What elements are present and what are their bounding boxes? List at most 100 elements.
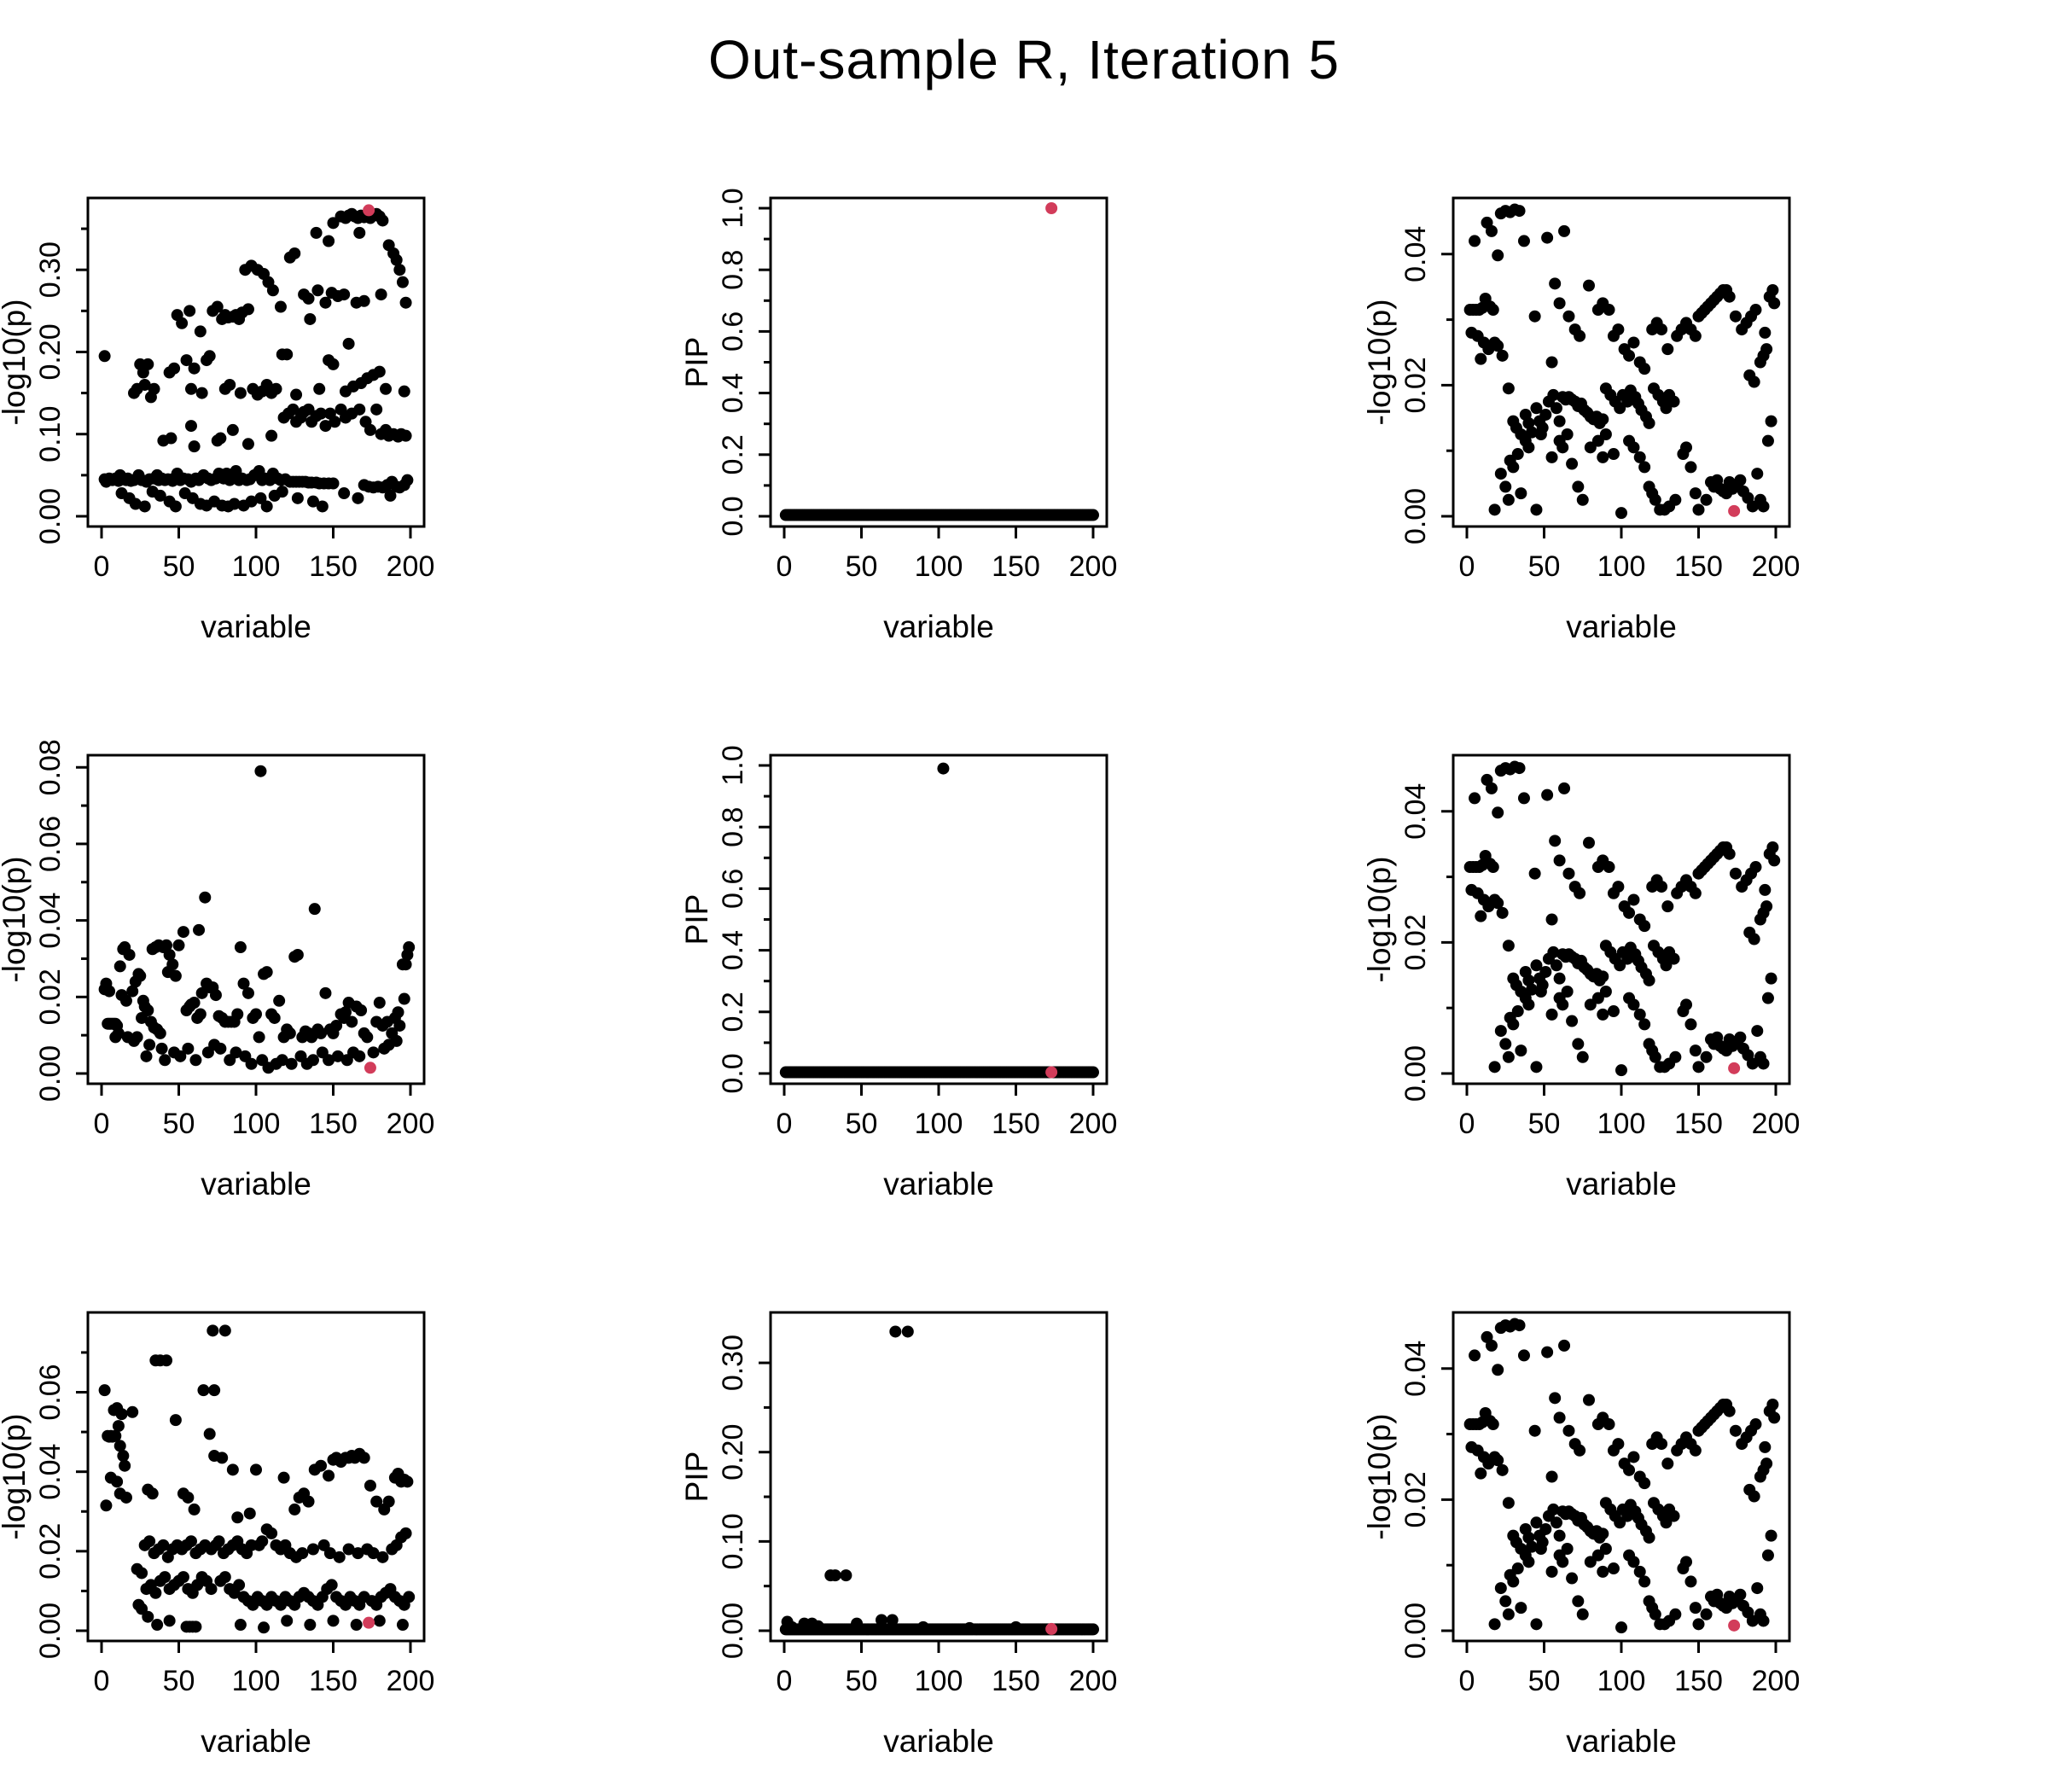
panel-r3c1-neglog10p-scatter: 0 50 100 150 200 variable 0.00 0.02 0.04 0.06 -log… bbox=[0, 1234, 683, 1792]
svg-text:0.06: 0.06 bbox=[34, 1364, 67, 1420]
title-bar: Out-sample R, Iteration 5 bbox=[0, 0, 2048, 119]
svg-text:150: 150 bbox=[992, 1108, 1040, 1140]
panel-grid: 0 50 100 150 200 variable 0.00 0.10 0.20 0.30 -log… bbox=[0, 119, 2048, 1792]
svg-text:0.10: 0.10 bbox=[34, 406, 67, 463]
scatter-svg: 0 50 100 150 200 variable 0.0 0.2 0.4 0.6 0.8 1.0 PI… bbox=[683, 745, 1118, 1201]
svg-text:150: 150 bbox=[1674, 1108, 1723, 1140]
svg-text:200: 200 bbox=[387, 1108, 435, 1140]
svg-text:0.20: 0.20 bbox=[717, 1424, 749, 1481]
svg-text:0.00: 0.00 bbox=[1399, 1603, 1432, 1659]
svg-text:0.4: 0.4 bbox=[717, 930, 749, 970]
scatter-svg: 0 50 100 150 200 variable 0.00 0.02 0.04-log10(p… bbox=[1365, 196, 1801, 644]
svg-text:0: 0 bbox=[94, 1108, 110, 1140]
svg-text:0.00: 0.00 bbox=[1399, 1045, 1432, 1102]
svg-text:variable: variable bbox=[201, 1724, 311, 1759]
scatter-svg: 0 50 100 150 200 variable 0.00 0.02 0.04-log10(p… bbox=[1365, 753, 1801, 1201]
svg-text:100: 100 bbox=[915, 1665, 963, 1697]
svg-text:0.30: 0.30 bbox=[34, 241, 67, 298]
svg-text:0.6: 0.6 bbox=[717, 311, 749, 352]
svg-text:150: 150 bbox=[1674, 550, 1723, 583]
svg-text:variable: variable bbox=[1566, 609, 1677, 644]
svg-text:50: 50 bbox=[1528, 1108, 1561, 1140]
svg-text:100: 100 bbox=[1597, 1665, 1646, 1697]
scatter-svg: 0 50 100 150 200 variable 0.00 0.02 0.04 0.06-log… bbox=[0, 1311, 435, 1759]
svg-text:100: 100 bbox=[232, 550, 281, 583]
svg-text:50: 50 bbox=[846, 550, 878, 583]
svg-text:0.04: 0.04 bbox=[1399, 783, 1432, 840]
svg-text:50: 50 bbox=[1528, 550, 1561, 583]
svg-text:-log10(p): -log10(p) bbox=[0, 299, 32, 425]
svg-text:0.0: 0.0 bbox=[717, 496, 749, 536]
svg-text:0.04: 0.04 bbox=[34, 1444, 67, 1500]
scatter-svg: 0 50 100 150 200 variable 0.00 0.10 0.20 0.30 PIP bbox=[683, 1311, 1118, 1759]
svg-text:0.0: 0.0 bbox=[717, 1053, 749, 1093]
svg-text:1.0: 1.0 bbox=[717, 188, 749, 228]
svg-text:0.00: 0.00 bbox=[34, 488, 67, 544]
svg-text:0.20: 0.20 bbox=[34, 323, 67, 380]
svg-text:0.10: 0.10 bbox=[717, 1513, 749, 1569]
svg-text:0: 0 bbox=[1459, 1665, 1475, 1697]
svg-text:0.2: 0.2 bbox=[717, 992, 749, 1032]
svg-text:200: 200 bbox=[387, 1665, 435, 1697]
svg-text:0.6: 0.6 bbox=[717, 869, 749, 909]
svg-text:0.06: 0.06 bbox=[34, 816, 67, 872]
svg-text:100: 100 bbox=[232, 1665, 281, 1697]
svg-text:200: 200 bbox=[1069, 1665, 1118, 1697]
svg-text:variable: variable bbox=[883, 1167, 994, 1201]
svg-text:150: 150 bbox=[309, 1108, 358, 1140]
svg-text:0.02: 0.02 bbox=[1399, 1471, 1432, 1527]
svg-text:100: 100 bbox=[1597, 550, 1646, 583]
svg-text:variable: variable bbox=[201, 1167, 311, 1201]
svg-text:0: 0 bbox=[777, 1665, 793, 1697]
svg-text:0.04: 0.04 bbox=[34, 893, 67, 949]
svg-text:50: 50 bbox=[163, 1108, 195, 1140]
panel-r1c1-neglog10p-scatter: 0 50 100 150 200 variable 0.00 0.10 0.20 0.30 -log… bbox=[0, 119, 683, 677]
svg-text:150: 150 bbox=[309, 550, 358, 583]
svg-text:200: 200 bbox=[1752, 1665, 1801, 1697]
svg-text:0.8: 0.8 bbox=[717, 250, 749, 290]
svg-text:0: 0 bbox=[1459, 550, 1475, 583]
svg-text:0.00: 0.00 bbox=[34, 1045, 67, 1102]
svg-text:0: 0 bbox=[94, 550, 110, 583]
svg-text:variable: variable bbox=[1566, 1167, 1677, 1201]
svg-text:0.00: 0.00 bbox=[34, 1603, 67, 1659]
svg-text:-log10(p): -log10(p) bbox=[1365, 856, 1397, 982]
svg-text:0: 0 bbox=[777, 550, 793, 583]
svg-text:PIP: PIP bbox=[683, 894, 714, 945]
svg-text:100: 100 bbox=[915, 1108, 963, 1140]
svg-text:150: 150 bbox=[1674, 1665, 1723, 1697]
svg-text:50: 50 bbox=[846, 1665, 878, 1697]
svg-text:0: 0 bbox=[94, 1665, 110, 1697]
svg-text:0.30: 0.30 bbox=[717, 1335, 749, 1391]
svg-text:50: 50 bbox=[163, 550, 195, 583]
svg-text:150: 150 bbox=[992, 1665, 1040, 1697]
svg-text:0.04: 0.04 bbox=[1399, 226, 1432, 282]
panel-r2c2-pip-scatter: 0 50 100 150 200 variable 0.0 0.2 0.4 0.6 0.8 1.0 PI… bbox=[683, 677, 1365, 1234]
svg-text:0.08: 0.08 bbox=[34, 739, 67, 795]
svg-text:-log10(p): -log10(p) bbox=[1365, 1413, 1397, 1539]
svg-text:50: 50 bbox=[1528, 1665, 1561, 1697]
svg-text:PIP: PIP bbox=[683, 1452, 714, 1503]
scatter-svg: 0 50 100 150 200 variable 0.0 0.2 0.4 0.6 0.8 1.0 PI… bbox=[683, 188, 1117, 644]
svg-text:0.04: 0.04 bbox=[1399, 1341, 1432, 1397]
svg-text:0: 0 bbox=[777, 1108, 793, 1140]
svg-text:100: 100 bbox=[915, 550, 963, 583]
svg-text:50: 50 bbox=[163, 1665, 195, 1697]
svg-text:200: 200 bbox=[1752, 1108, 1801, 1140]
svg-text:variable: variable bbox=[883, 1724, 994, 1759]
svg-text:0.8: 0.8 bbox=[717, 807, 749, 847]
svg-text:0.4: 0.4 bbox=[717, 373, 749, 413]
svg-text:1.0: 1.0 bbox=[717, 745, 749, 785]
svg-text:200: 200 bbox=[1752, 550, 1801, 583]
svg-text:0.00: 0.00 bbox=[717, 1603, 749, 1659]
svg-text:0.00: 0.00 bbox=[1399, 488, 1432, 544]
panel-r3c3-neglog10p-scatter: 0 50 100 150 200 variable 0.00 0.02 0.04 -log10(p… bbox=[1365, 1234, 2048, 1792]
svg-text:0.02: 0.02 bbox=[1399, 914, 1432, 970]
scatter-svg: 0 50 100 150 200 variable 0.00 0.02 0.04 0.06 0.08… bbox=[0, 739, 435, 1201]
scatter-svg: 0 50 100 150 200 variable 0.00 0.10 0.20 0.30-log… bbox=[0, 196, 434, 644]
svg-text:0: 0 bbox=[1459, 1108, 1475, 1140]
svg-text:variable: variable bbox=[1566, 1724, 1677, 1759]
svg-text:-log10(p): -log10(p) bbox=[0, 1413, 32, 1539]
svg-text:200: 200 bbox=[1069, 1108, 1118, 1140]
